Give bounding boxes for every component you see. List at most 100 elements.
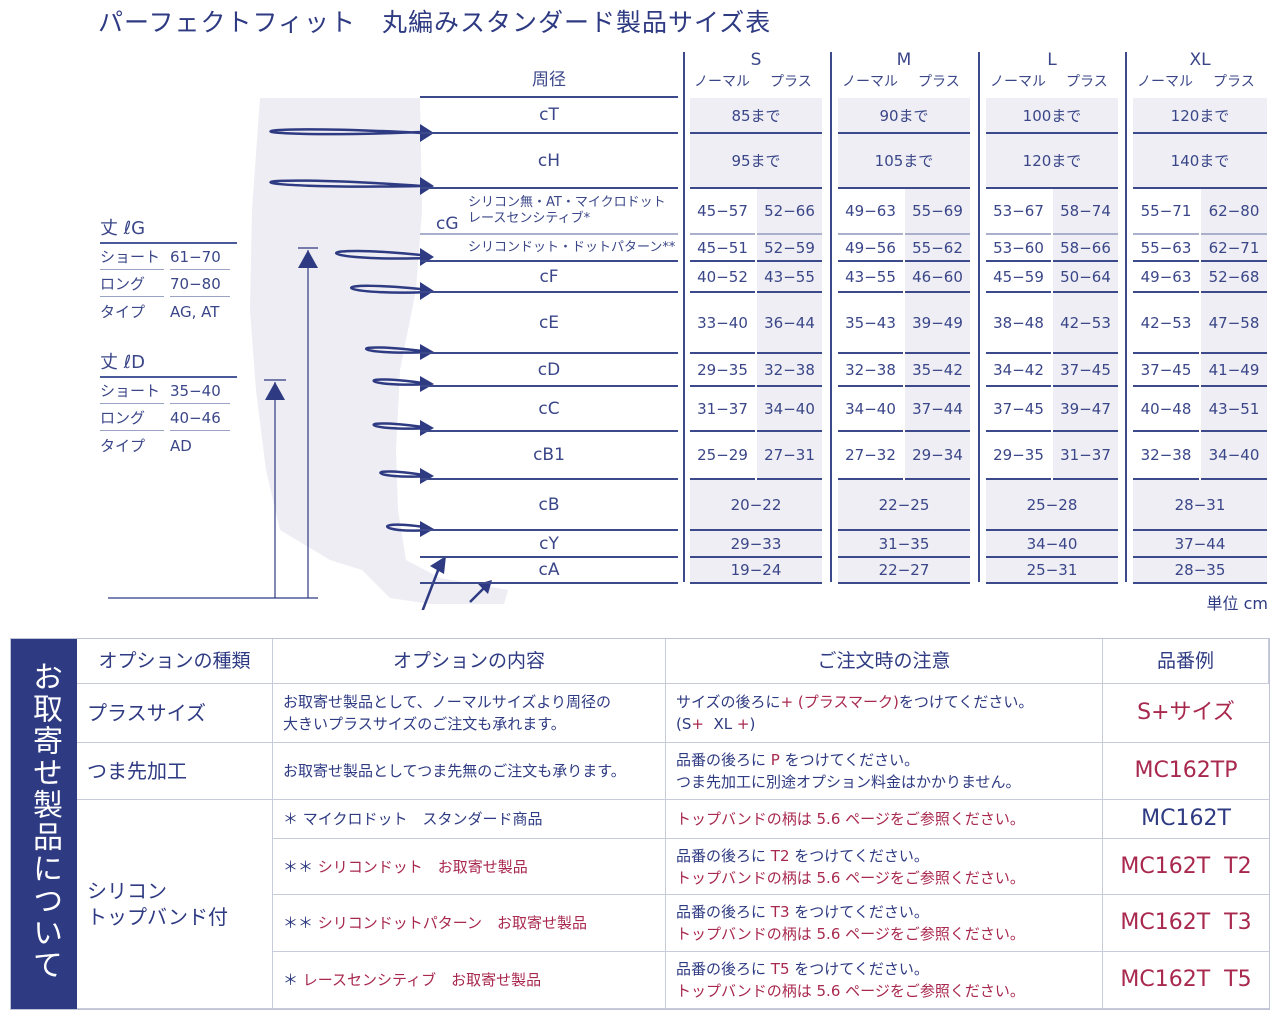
- row-rule: [757, 430, 822, 432]
- row-rule: [1133, 430, 1199, 432]
- row-rule: [1053, 385, 1118, 387]
- text-segment: つま先加工に別途オプション料金はかかりません。: [676, 773, 1021, 791]
- size-cell: 49−63: [1140, 267, 1192, 286]
- size-cell: 45−59: [993, 267, 1044, 286]
- row-rule: [420, 529, 678, 531]
- option-note: 品番の後ろに T5 をつけてください。 トップバンドの柄は 5.6 ページをご参照…: [666, 952, 1103, 1009]
- sub-header-plus: プラス: [918, 74, 960, 90]
- options-band-label: お取寄せ製品について: [11, 639, 77, 1009]
- text-segment: をつけてください。: [898, 693, 1034, 711]
- text-segment: + (プラスマーク): [780, 693, 899, 711]
- text-line: トップバンドの柄は 5.6 ページをご参照ください。: [676, 808, 1025, 830]
- text-line: 大きいプラスサイズのご注文も承れます。: [283, 713, 611, 735]
- text-segment: +: [736, 715, 750, 733]
- row-rule: [838, 478, 903, 480]
- text-segment: ＊＊: [283, 857, 318, 876]
- row-rule: [420, 385, 678, 387]
- row-label: シリコン無・AT・マイクロドット レースセンシティブ*: [468, 195, 666, 226]
- size-cell: 35−43: [845, 313, 896, 332]
- size-header: S: [750, 50, 762, 70]
- text-segment: ＊＊: [283, 914, 318, 932]
- text-segment: をつけてください。: [789, 903, 929, 921]
- text-line: トップバンドの柄は 5.6 ページをご参照ください。: [676, 923, 1025, 945]
- size-cell: 41−49: [1201, 354, 1267, 385]
- size-cell: 38−48: [993, 313, 1044, 332]
- rich-text: ＊ マイクロドット スタンダード商品: [283, 808, 542, 830]
- option-content: ＊ レースセンシティブ お取寄せ製品: [273, 952, 666, 1009]
- row-rule: [420, 582, 678, 584]
- text-segment: (S: [676, 715, 692, 733]
- text-line: お取寄せ製品として、ノーマルサイズより周径の: [283, 691, 611, 713]
- row-label: cY: [539, 533, 559, 554]
- size-cell: 32−38: [1140, 446, 1192, 464]
- product-code: MC162T T3: [1103, 895, 1269, 952]
- length-row-label: タイプ: [100, 436, 146, 455]
- sub-header-plus: プラス: [1213, 74, 1255, 90]
- size-cell: 29−34: [905, 432, 970, 478]
- size-cell: 120まで: [986, 134, 1118, 187]
- size-cell: 34−40: [757, 387, 822, 430]
- text-segment: お取寄せ製品として、ノーマルサイズより周径の: [283, 693, 612, 711]
- size-cell: 31−35: [838, 531, 970, 556]
- text-segment: 品番の後ろに: [676, 846, 771, 865]
- row-rule: [690, 132, 822, 134]
- row-rule: [838, 556, 970, 558]
- size-cell: 36−44: [757, 293, 822, 352]
- row-rule: [690, 529, 822, 531]
- text-segment: トップバンドの柄は 5.6 ページをご参照ください。: [676, 868, 1025, 887]
- row-rule: [420, 430, 678, 432]
- text-segment: ＊: [283, 971, 303, 989]
- rich-text: 品番の後ろに T3 をつけてください。 トップバンドの柄は 5.6 ページをご参照…: [676, 901, 1025, 945]
- rich-text: 品番の後ろに T5 をつけてください。 トップバンドの柄は 5.6 ページをご参照…: [676, 958, 1025, 1002]
- row-rule: [1201, 291, 1267, 293]
- size-cell: 35−42: [905, 354, 970, 385]
- size-cell: 28−35: [1133, 558, 1267, 582]
- size-cell: 25−31: [986, 558, 1118, 582]
- text-line: ＊ レースセンシティブ お取寄せ製品: [283, 969, 541, 991]
- row-rule: [1053, 233, 1118, 235]
- length-row: タイプ AG, AT: [100, 298, 237, 325]
- row-rule: [986, 132, 1118, 134]
- size-cell: 49−63: [845, 202, 896, 220]
- row-rule: [838, 529, 970, 531]
- length-row-value: AG, AT: [170, 302, 220, 321]
- size-cell: 45−57: [697, 202, 748, 220]
- page-title: パーフェクトフィット 丸編みスタンダード製品サイズ表: [98, 8, 772, 37]
- option-content: お取寄せ製品として、ノーマルサイズより周径の大きいプラスサイズのご注文も承れます…: [273, 684, 666, 743]
- row-rule: [1201, 478, 1267, 480]
- size-cell: 43−51: [1201, 387, 1267, 430]
- row-rule: [1133, 260, 1199, 262]
- option-note: 品番の後ろに T3 をつけてください。 トップバンドの柄は 5.6 ページをご参照…: [666, 895, 1103, 952]
- text-segment: をつけてください。: [789, 960, 929, 978]
- row-rule: [1053, 478, 1118, 480]
- row-label: cB: [538, 494, 560, 515]
- row-rule: [1133, 233, 1199, 235]
- size-cell: 55−69: [905, 189, 970, 233]
- length-row: ショート 61−70: [100, 244, 237, 271]
- row-rule: [905, 260, 970, 262]
- text-segment: P: [770, 751, 780, 769]
- text-line: 品番の後ろに T2 をつけてください。: [676, 845, 1025, 867]
- size-cell: 55−63: [1140, 238, 1192, 257]
- row-rule: [757, 260, 822, 262]
- row-rule: [690, 556, 822, 558]
- size-cell: 43−55: [845, 267, 896, 286]
- sub-header-normal: ノーマル: [842, 74, 898, 90]
- length-heading: 丈 ℓD: [100, 352, 237, 378]
- option-note: 品番の後ろに P をつけてください。 つま先加工に別途オプション料金はかかりません…: [666, 743, 1103, 800]
- product-code: MC162TP: [1103, 743, 1269, 800]
- sub-header-normal: ノーマル: [694, 74, 750, 90]
- row-rule: [905, 291, 970, 293]
- options-header: オプションの種類: [77, 639, 273, 684]
- size-cell: 27−32: [845, 446, 896, 464]
- row-rule: [1133, 582, 1267, 584]
- size-cell: 40−48: [1140, 399, 1192, 418]
- option-note: サイズの後ろに+ (プラスマーク)をつけてください。 (S+ XL +): [666, 684, 1103, 743]
- text-segment: XL: [703, 715, 737, 733]
- row-rule: [986, 556, 1118, 558]
- row-rule: [1133, 352, 1199, 354]
- text-line: ＊＊ シリコンドット お取寄せ製品: [283, 856, 528, 878]
- rich-text: 品番の後ろに P をつけてください。 つま先加工に別途オプション料金はかかりません…: [676, 749, 1021, 793]
- length-box: 丈 ℓG ショート 61−70 ロング 70−80 タイプ AG, AT: [100, 218, 237, 325]
- size-cell: 58−66: [1053, 235, 1118, 260]
